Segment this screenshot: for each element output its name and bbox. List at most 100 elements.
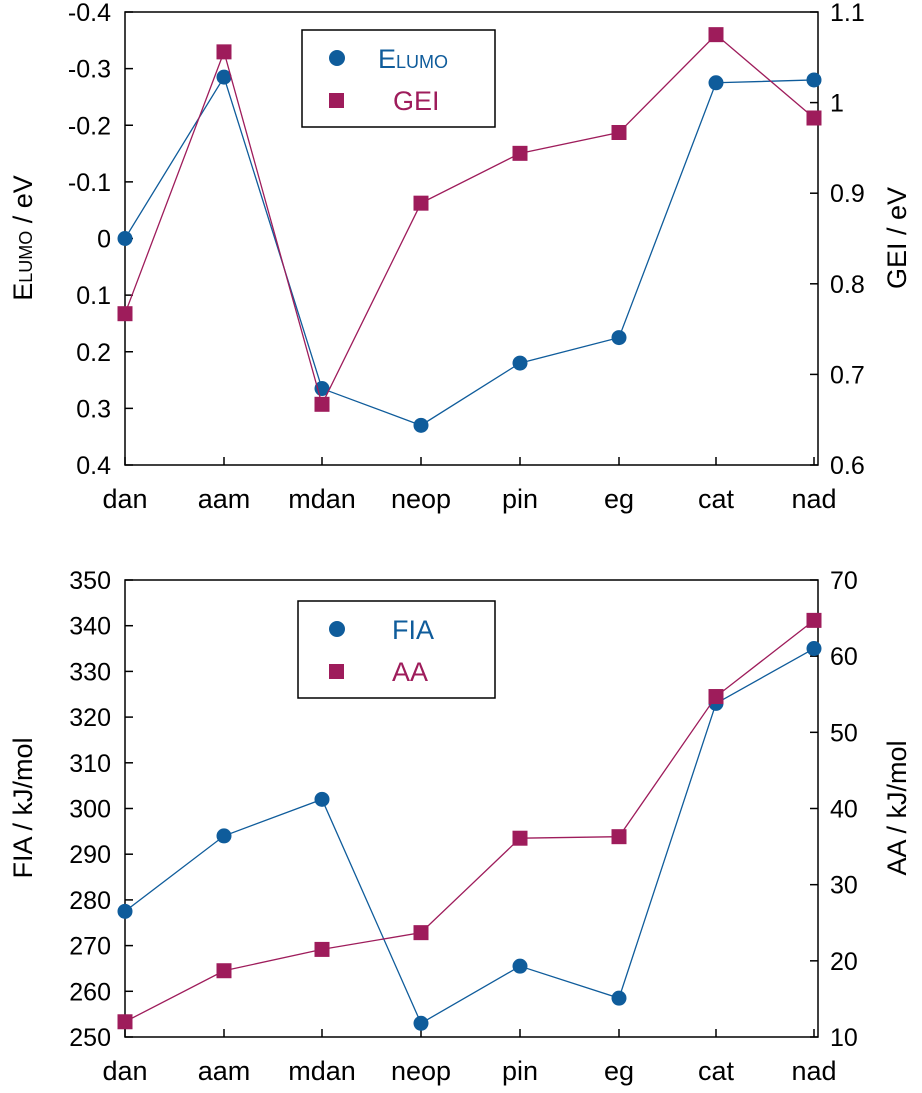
x-tick-label: dan	[102, 484, 147, 514]
data-point-square	[216, 963, 232, 979]
data-point-circle	[512, 958, 528, 974]
legend-label-gei: GEI	[393, 86, 440, 116]
y-right-axis-title: AA / kJ/mol	[882, 740, 912, 875]
data-point-circle	[806, 641, 822, 657]
left-axis-ticks: 250 260 270 280 290 300 310 320 330 340 350	[69, 567, 133, 1052]
data-point-square	[413, 925, 429, 941]
data-point-circle	[806, 72, 822, 88]
series-group	[117, 27, 822, 433]
y-left-tick-label: -0.4	[68, 0, 111, 27]
y-left-tick-label: 0	[97, 226, 111, 254]
y-left-tick-label: 300	[69, 796, 111, 824]
legend-marker-aa	[329, 664, 344, 679]
y-right-tick-label: 0.7	[830, 361, 865, 389]
y-right-tick-label: 30	[830, 872, 858, 900]
data-point-circle	[512, 355, 528, 371]
data-point-square	[708, 27, 724, 43]
data-point-square	[708, 689, 724, 705]
y-left-tick-label: 340	[69, 613, 111, 641]
y-left-tick-label: 280	[69, 887, 111, 915]
left-axis-ticks: -0.4 -0.3 -0.2 -0.1 0 0.1 0.2 0.3 0.4	[68, 0, 133, 480]
y-left-tick-label: 320	[69, 704, 111, 732]
y-right-tick-label: 20	[830, 948, 858, 976]
y-left-tick-label: 0.3	[76, 395, 111, 423]
data-point-circle	[413, 417, 429, 433]
series-line-1	[124, 33, 815, 407]
data-point-circle	[611, 990, 627, 1006]
y-right-tick-label: 0.8	[830, 271, 865, 299]
data-point-circle	[216, 828, 232, 844]
x-tick-label: mdan	[288, 484, 356, 514]
y-left-tick-label: -0.2	[68, 112, 111, 140]
y-right-tick-label: 1	[830, 90, 844, 118]
data-point-square	[806, 612, 822, 628]
y-right-axis-title: GEI / eV	[882, 187, 912, 289]
x-tick-label: nad	[791, 484, 836, 514]
legend: FIA AA	[297, 600, 496, 699]
x-tick-label: aam	[198, 484, 251, 514]
data-point-circle	[117, 231, 133, 246]
x-tick-label: dan	[102, 1056, 147, 1086]
x-tick-label: eg	[604, 1056, 634, 1086]
legend-label-aa: AA	[392, 657, 428, 687]
y-left-axis-title: FIA / kJ/mol	[8, 737, 38, 878]
y-right-tick-label: 10	[830, 1024, 858, 1052]
y-right-tick-label: 0.6	[830, 452, 865, 480]
series-line-1	[124, 619, 815, 1023]
data-point-square	[611, 829, 627, 845]
right-axis-ticks: 10 20 30 40 50 60 70	[810, 567, 858, 1052]
y-left-tick-label: 0.2	[76, 339, 111, 367]
y-left-tick-label: 310	[69, 750, 111, 778]
y-left-tick-label: 270	[69, 933, 111, 961]
legend-marker-fia	[329, 621, 345, 637]
data-point-square	[117, 1014, 133, 1030]
x-axis-ticks: dan aam mdan neop pin eg cat nad	[102, 1029, 837, 1086]
x-tick-label: neop	[391, 484, 451, 514]
data-point-square	[512, 830, 528, 846]
y-right-tick-label: 1.1	[830, 0, 865, 27]
x-tick-label: cat	[698, 1056, 735, 1086]
y-left-tick-label: 0.1	[76, 282, 111, 310]
x-tick-label: nad	[791, 1056, 836, 1086]
data-point-square	[611, 124, 627, 140]
data-point-circle	[611, 330, 627, 346]
y-left-tick-label: -0.3	[68, 56, 111, 84]
data-point-circle	[413, 1015, 429, 1031]
y-right-tick-label: 50	[830, 719, 858, 747]
y-left-tick-label: 250	[69, 1024, 111, 1052]
x-tick-label: eg	[604, 484, 634, 514]
x-tick-label: neop	[391, 1056, 451, 1086]
legend-label-elumo: ELUMO	[378, 44, 448, 74]
series-group	[117, 612, 822, 1031]
data-point-square	[413, 195, 429, 211]
y-left-tick-label: 290	[69, 841, 111, 869]
y-right-tick-label: 40	[830, 796, 858, 824]
y-left-tick-label: 330	[69, 658, 111, 686]
data-point-square	[314, 941, 330, 957]
legend: ELUMO GEI	[301, 29, 496, 128]
data-point-square	[117, 306, 133, 322]
x-tick-label: cat	[698, 484, 735, 514]
y-left-tick-label: 260	[69, 978, 111, 1006]
series-line-0	[124, 647, 815, 1025]
right-axis-ticks: 0.6 0.7 0.8 0.9 1 1.1	[810, 0, 865, 480]
x-axis-ticks: dan aam mdan neop pin eg cat nad	[102, 457, 837, 514]
legend-box	[301, 29, 496, 128]
legend-marker-elumo	[329, 50, 345, 66]
data-point-circle	[314, 791, 330, 807]
chart-elumo-gei: -0.4-0.3-0.2-0.100.10.20.30.4 0.60.70.80…	[8, 0, 912, 514]
data-point-circle	[117, 903, 133, 919]
y-right-tick-label: 60	[830, 643, 858, 671]
chart-fia-aa: 250 260 270 280 290 300 310 320 330 340 350 10 20 30…	[8, 567, 912, 1086]
data-point-square	[216, 44, 232, 60]
legend-marker-gei	[329, 93, 344, 108]
y-right-tick-label: 70	[830, 567, 858, 595]
y-left-tick-label: 0.4	[76, 452, 111, 480]
y-left-axis-title: ELUMO / eV	[8, 175, 38, 301]
data-point-square	[314, 396, 330, 412]
data-point-square	[512, 145, 528, 161]
x-tick-label: pin	[502, 484, 538, 514]
y-right-tick-label: 0.9	[830, 180, 865, 208]
x-tick-label: pin	[502, 1056, 538, 1086]
